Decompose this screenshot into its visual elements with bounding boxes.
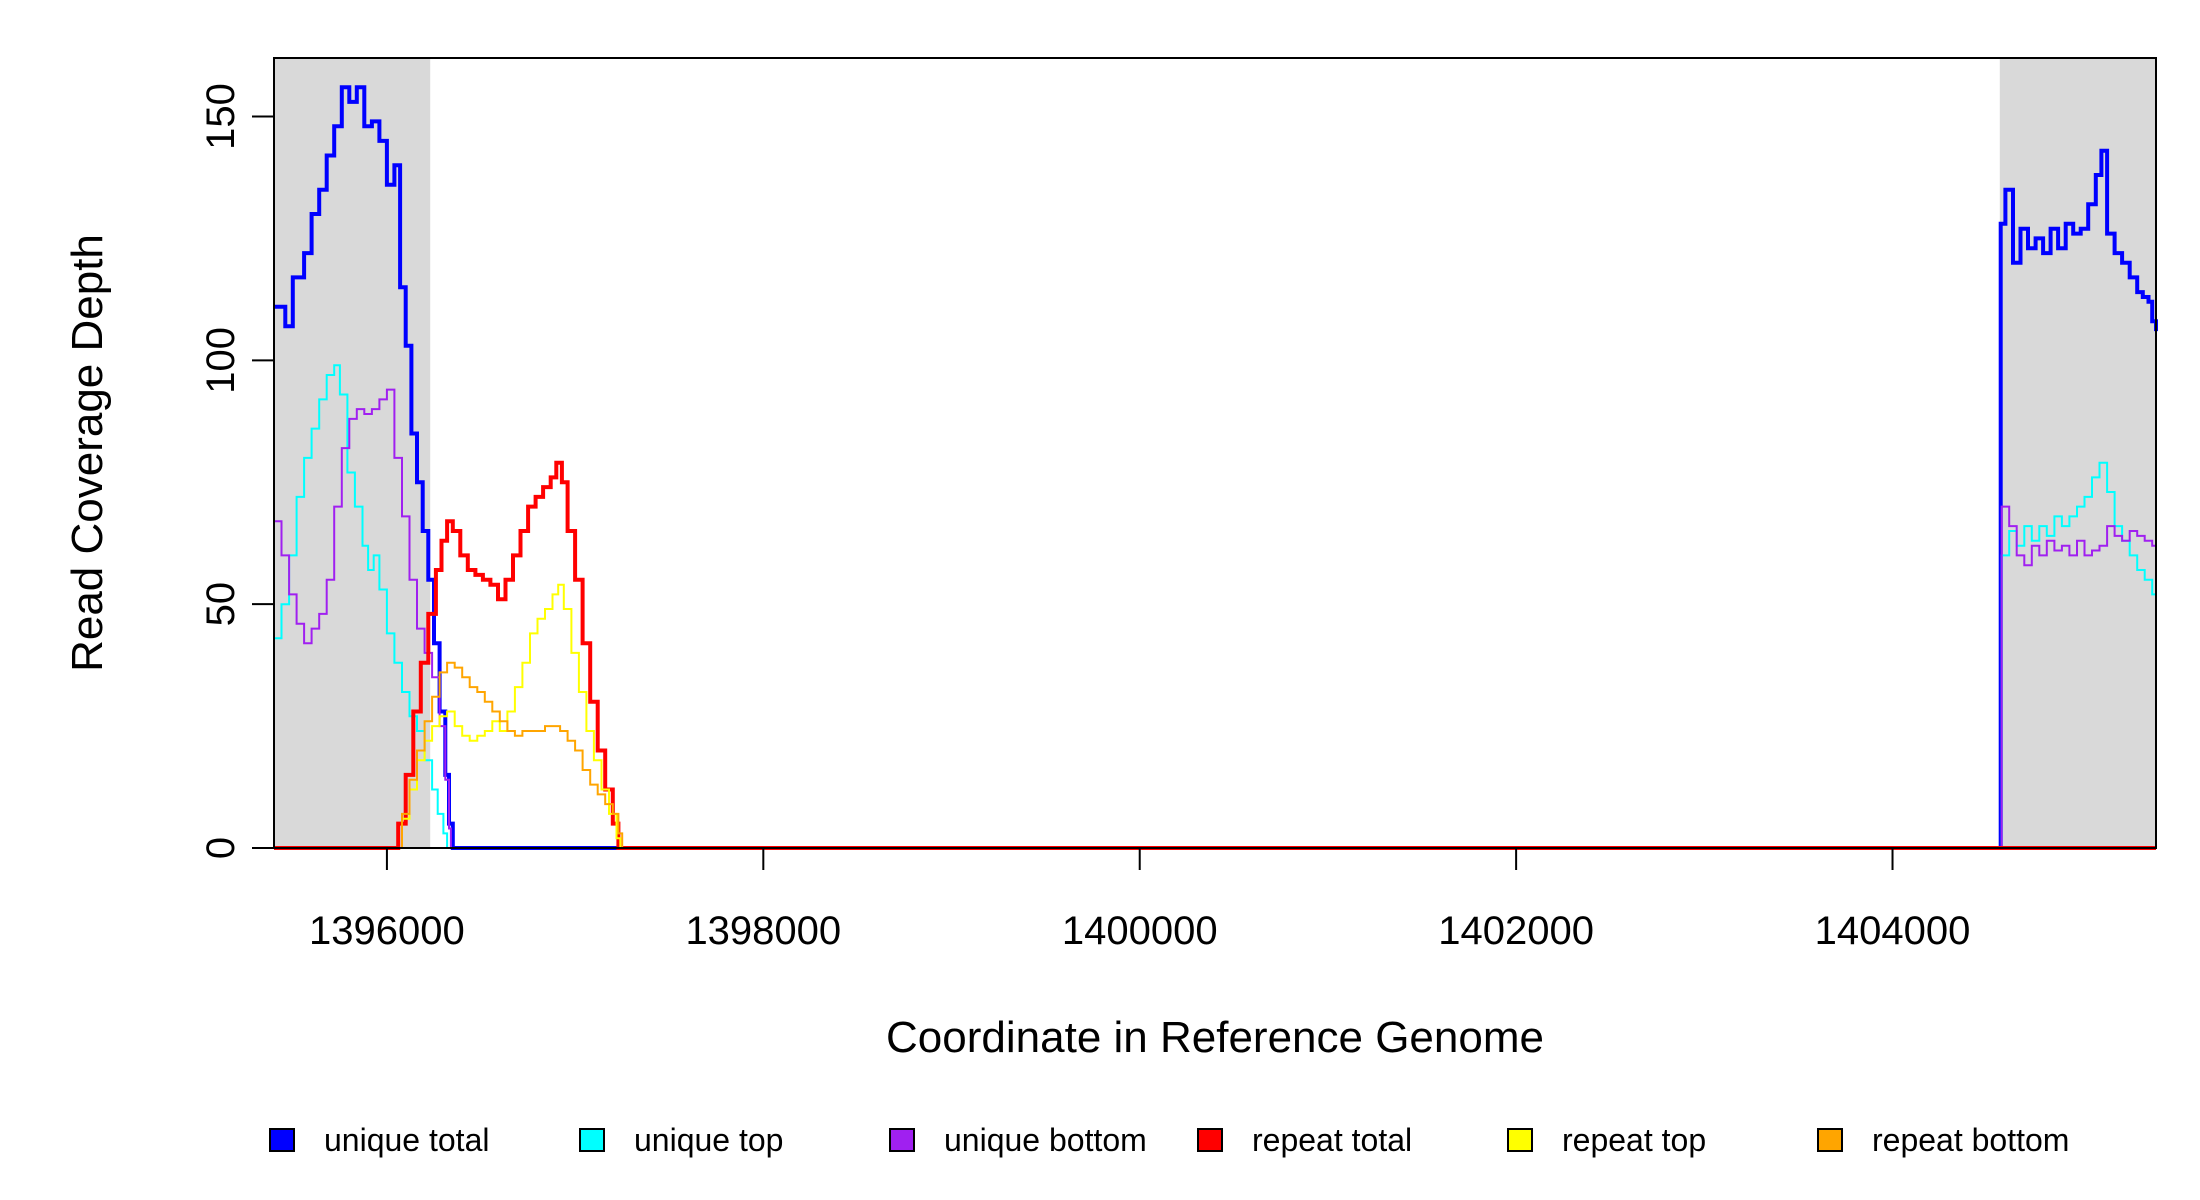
legend-label-repeat-top: repeat top bbox=[1562, 1122, 1706, 1158]
x-tick-label-1398000: 1398000 bbox=[685, 909, 841, 953]
series-line-repeat-bottom bbox=[274, 661, 2156, 849]
y-tick-label-0: 0 bbox=[199, 837, 243, 859]
y-axis: 0 50 100 150 bbox=[199, 83, 275, 859]
legend-swatch-repeat-top bbox=[1507, 1128, 1533, 1152]
y-tick-label-50: 50 bbox=[199, 582, 243, 627]
series-line-repeat-total bbox=[274, 460, 2156, 850]
x-axis: 1396000 1398000 1400000 1402000 1404000 bbox=[309, 847, 1971, 953]
x-tick-label-1396000: 1396000 bbox=[309, 909, 465, 953]
x-tick-label-1400000: 1400000 bbox=[1062, 909, 1218, 953]
legend-label-unique-bottom: unique bottom bbox=[944, 1122, 1147, 1158]
shaded-region-1 bbox=[274, 58, 431, 848]
plot-border bbox=[273, 57, 2157, 849]
y-tick-label-150: 150 bbox=[199, 83, 243, 150]
series-line-unique-bottom bbox=[274, 388, 2157, 849]
legend-swatch-unique-top bbox=[579, 1128, 605, 1152]
series-lines bbox=[274, 85, 2158, 850]
x-axis-title: Coordinate in Reference Genome bbox=[886, 1013, 1544, 1062]
legend-swatch-unique-total bbox=[269, 1128, 295, 1152]
y-axis-title: Read Coverage Depth bbox=[63, 234, 112, 672]
legend-label-repeat-bottom: repeat bottom bbox=[1872, 1122, 2069, 1158]
legend-swatch-repeat-total bbox=[1197, 1128, 1223, 1152]
legend-label-repeat-total: repeat total bbox=[1252, 1122, 1412, 1158]
series-line-repeat-top bbox=[274, 583, 2156, 849]
legend-label-unique-top: unique top bbox=[634, 1122, 783, 1158]
x-tick-label-1402000: 1402000 bbox=[1438, 909, 1594, 953]
legend-swatch-unique-bottom bbox=[889, 1128, 915, 1152]
series-line-unique-total bbox=[274, 85, 2158, 850]
shaded-regions bbox=[274, 58, 2156, 848]
legend: unique total unique top unique bottom repea… bbox=[269, 1122, 2069, 1158]
shaded-region-2 bbox=[1999, 58, 2156, 848]
legend-swatch-repeat-bottom bbox=[1817, 1128, 1843, 1152]
x-tick-label-1404000: 1404000 bbox=[1815, 909, 1971, 953]
series-line-unique-top bbox=[274, 364, 2157, 849]
legend-label-unique-total: unique total bbox=[324, 1122, 489, 1158]
y-tick-label-100: 100 bbox=[199, 327, 243, 394]
